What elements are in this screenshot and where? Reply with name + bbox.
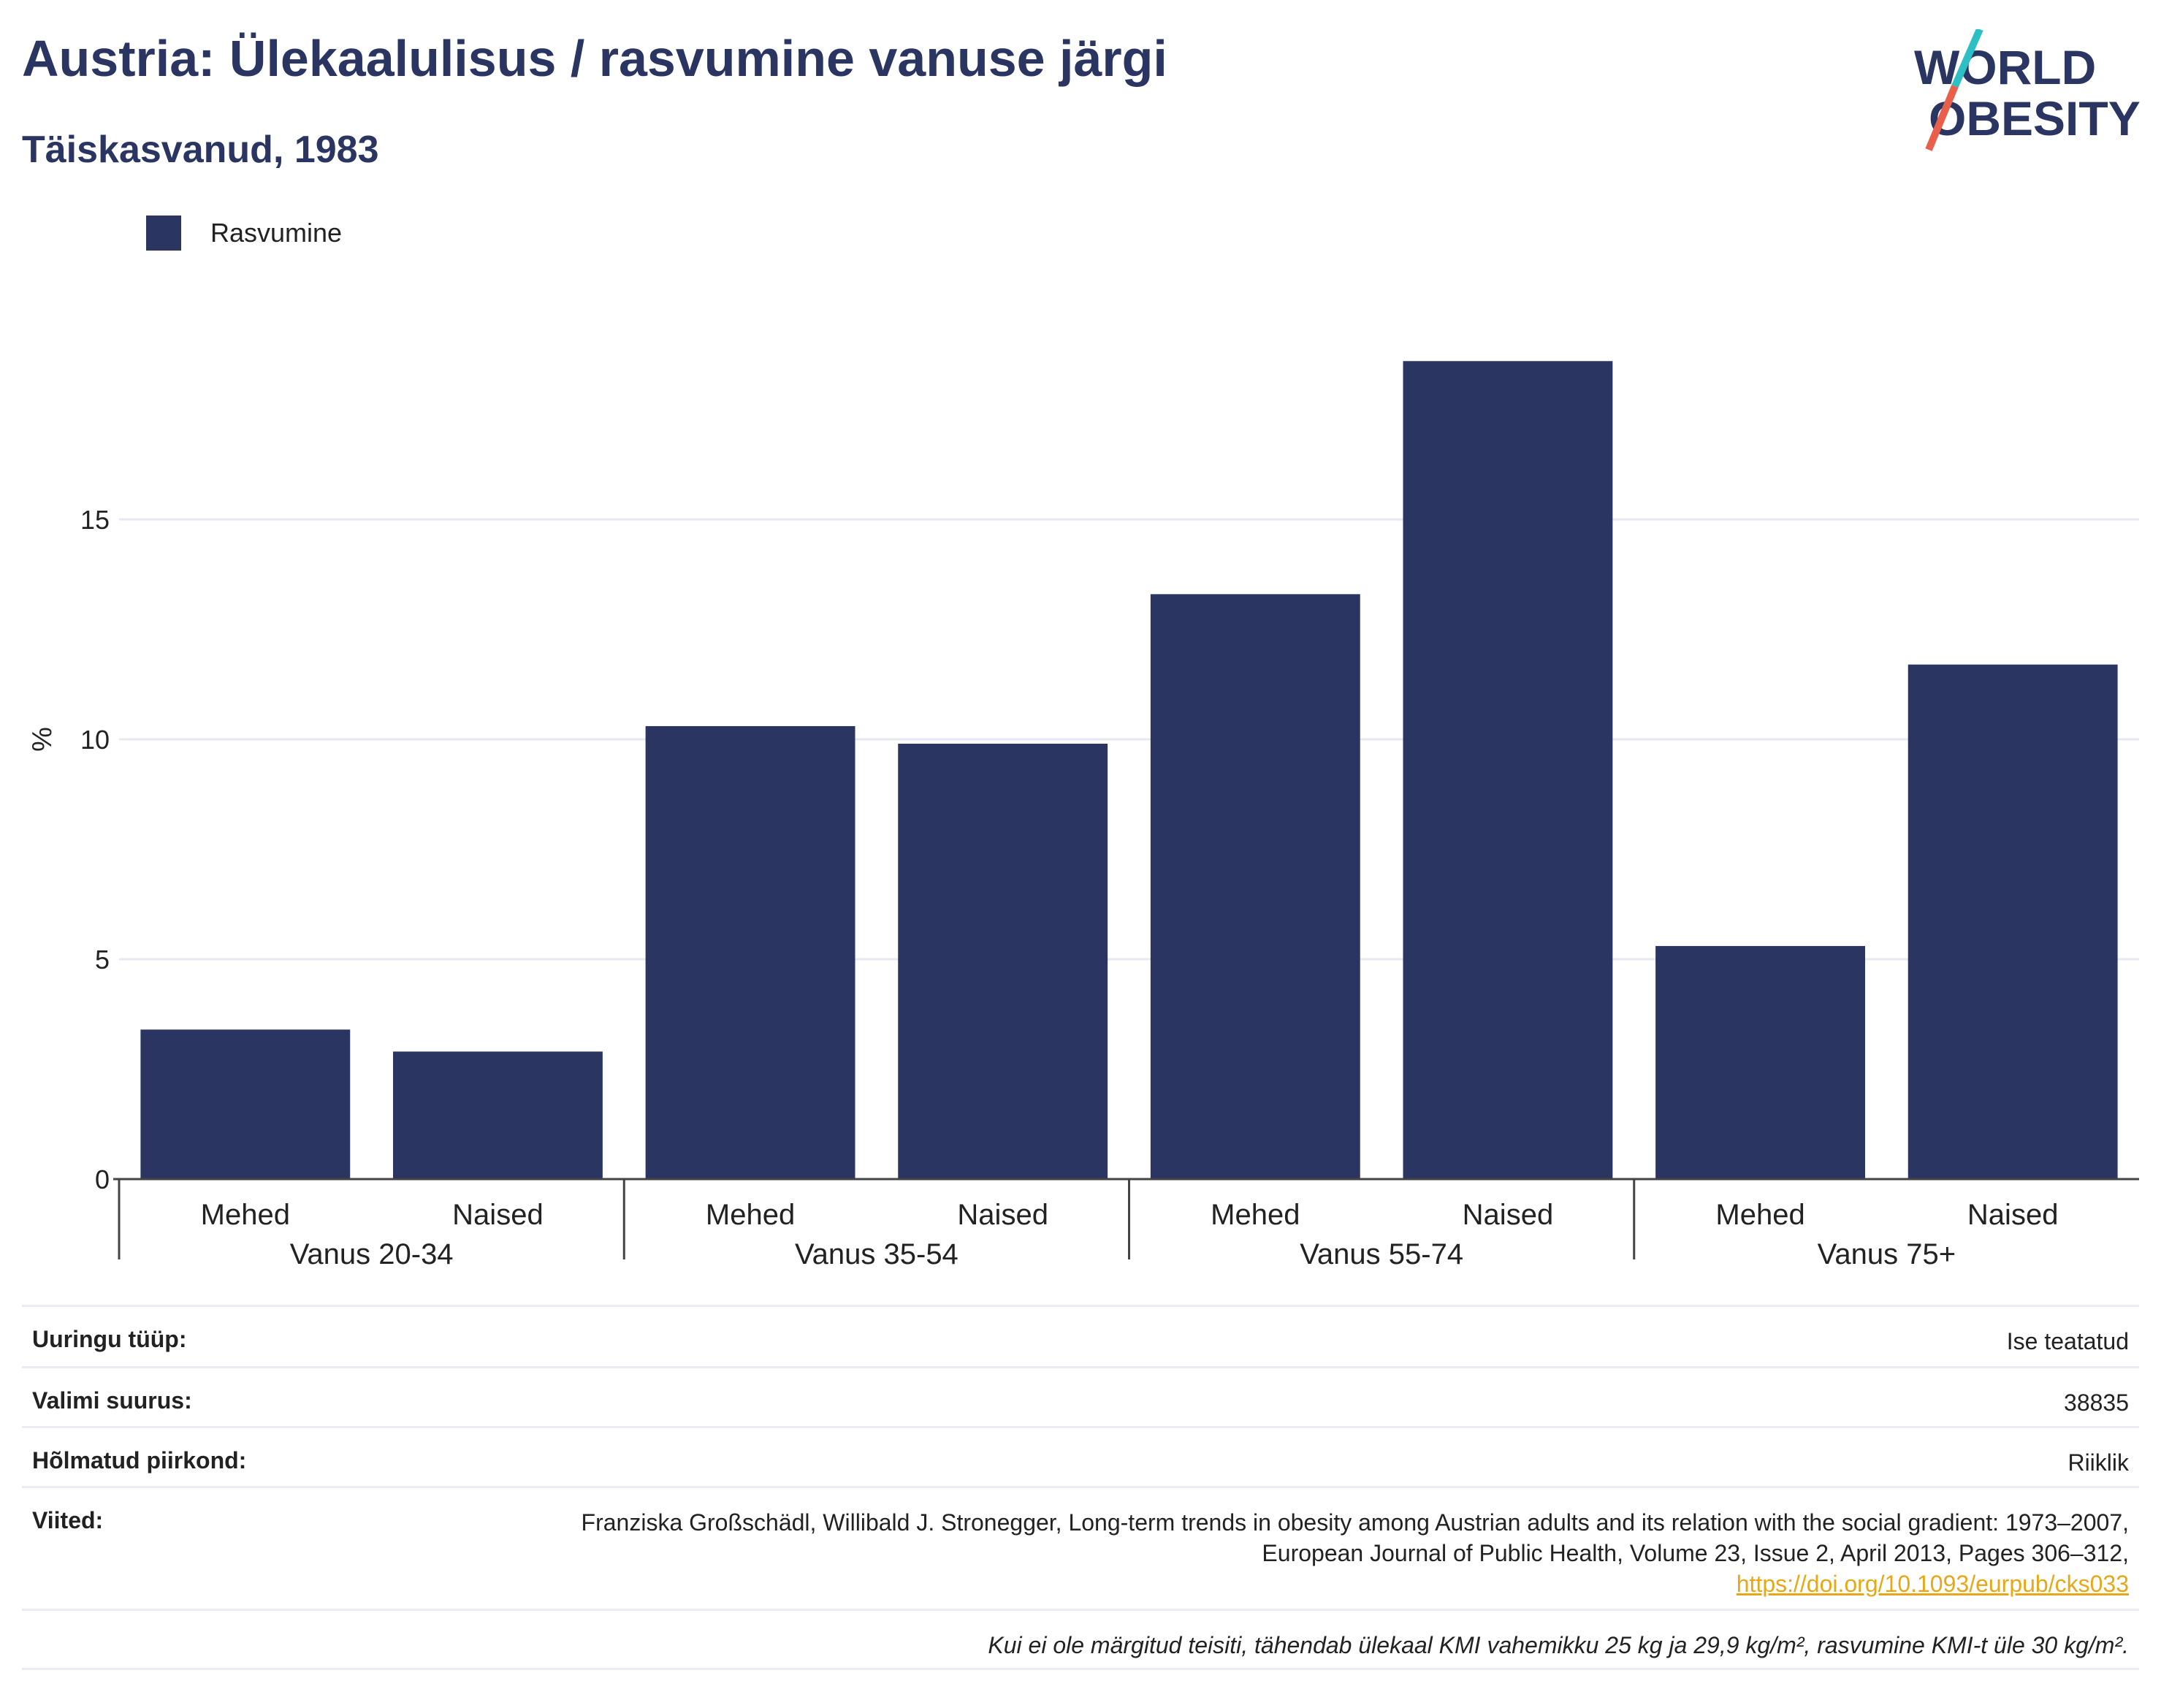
x-subcategory-label: Naised: [1463, 1199, 1554, 1231]
info-value: Ise teatatud: [2006, 1328, 2129, 1354]
chart-legend: Rasvumine: [146, 216, 342, 251]
info-value: Riiklik: [2067, 1449, 2129, 1476]
bar: [1150, 594, 1360, 1179]
bar: [1907, 664, 2118, 1179]
info-row-survey-type: Uuringu tüüp: Ise teatatud: [22, 1305, 2139, 1366]
info-row-sample-size: Valimi suurus: 38835: [22, 1366, 2139, 1426]
y-tick-label: 5: [95, 945, 110, 975]
logo-slash-teal-icon: [1951, 29, 1983, 88]
info-key: Hõlmatud piirkond:: [32, 1447, 247, 1473]
x-subcategory-label: Naised: [1967, 1199, 2059, 1231]
logo-line1: WORLD: [1914, 40, 2096, 94]
bar: [645, 725, 855, 1179]
x-subcategory-label: Mehed: [201, 1199, 290, 1231]
chart-subtitle: Täiskasvanud, 1983: [22, 129, 379, 171]
bar: [140, 1029, 351, 1179]
y-tick-label: 15: [80, 505, 110, 535]
info-key: Valimi suurus:: [32, 1387, 192, 1414]
bar: [393, 1051, 603, 1179]
info-key: Uuringu tüüp:: [32, 1326, 187, 1352]
reference-text: Franziska Großschädl, Willibald J. Stron…: [581, 1509, 2129, 1566]
x-subcategory-label: Mehed: [706, 1199, 795, 1231]
logo-line2: OBESITY: [1929, 91, 2141, 145]
info-row-area-covered: Hõlmatud piirkond: Riiklik: [22, 1426, 2139, 1486]
y-tick-label: 10: [80, 725, 110, 755]
y-tick-label: 0: [95, 1164, 110, 1194]
x-subcategory-label: Mehed: [1715, 1199, 1804, 1231]
legend-swatch: [146, 216, 181, 251]
bar: [898, 744, 1108, 1179]
info-table: Uuringu tüüp: Ise teatatud Valimi suurus…: [22, 1305, 2139, 1670]
legend-label: Rasvumine: [210, 218, 343, 248]
info-value: Franziska Großschädl, Willibald J. Stron…: [522, 1507, 2129, 1599]
x-subcategory-label: Naised: [957, 1199, 1048, 1231]
logo-slash-red-icon: [1925, 85, 1959, 151]
bar: [1655, 945, 1865, 1179]
x-subcategory-label: Naised: [452, 1199, 544, 1231]
x-group-label: Vanus 35-54: [795, 1238, 958, 1270]
chart-title: Austria: Ülekaalulisus / rasvumine vanus…: [22, 30, 1167, 87]
info-row-references: Viited: Franziska Großschädl, Willibald …: [22, 1486, 2139, 1609]
reference-link[interactable]: https://doi.org/10.1093/eurpub/cks033: [1736, 1571, 2129, 1597]
x-group-label: Vanus 75+: [1818, 1238, 1956, 1270]
info-key: Viited:: [32, 1507, 104, 1533]
x-group-label: Vanus 20-34: [290, 1238, 454, 1270]
info-value: 38835: [2064, 1389, 2129, 1416]
x-subcategory-label: Mehed: [1211, 1199, 1300, 1231]
y-axis-label: %: [27, 727, 58, 752]
definition-note: Kui ei ole märgitud teisiti, tähendab ül…: [988, 1632, 2129, 1658]
x-group-label: Vanus 55-74: [1300, 1238, 1463, 1270]
info-row-note: Kui ei ole märgitud teisiti, tähendab ül…: [22, 1609, 2139, 1670]
world-obesity-logo: WORLD OBESITY: [1914, 29, 2141, 151]
bar: [1403, 361, 1613, 1179]
